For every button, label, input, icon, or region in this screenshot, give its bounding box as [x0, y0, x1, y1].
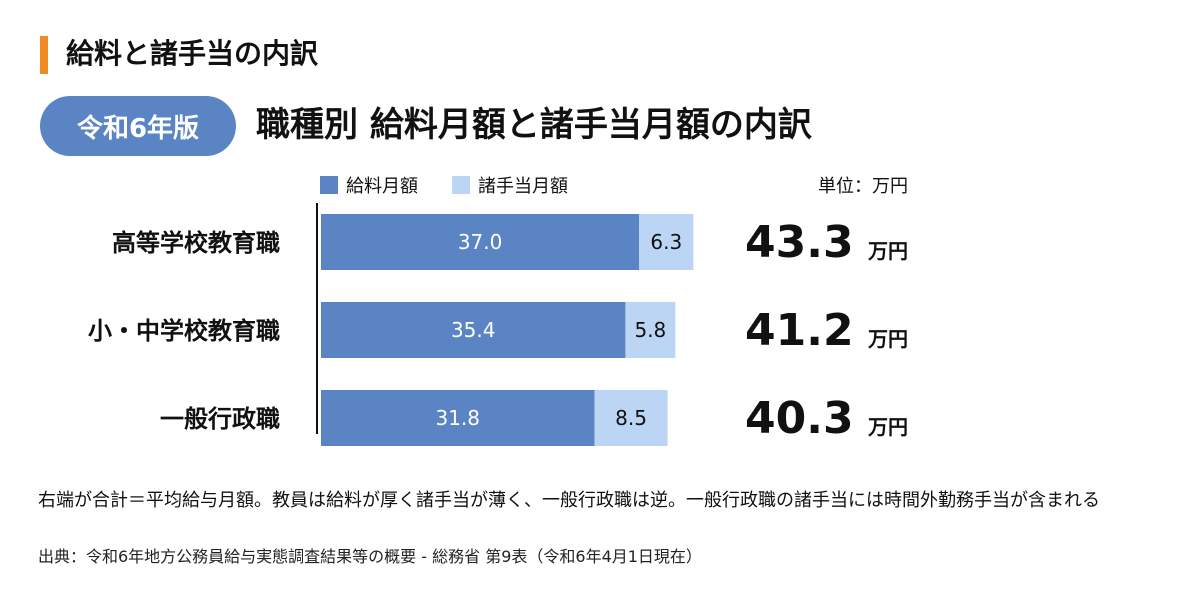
legend-label-salary: 給料月額 [346, 176, 418, 197]
total-value: 40.3 [745, 393, 854, 444]
unit-label: 単位：万円 [818, 176, 908, 197]
chart-title: 職種別 給料月額と諸手当月額の内訳 [256, 105, 812, 145]
data-label-salary: 37.0 [458, 230, 503, 254]
bar-allowance [625, 302, 676, 358]
section-accent-bar [40, 36, 48, 74]
category-label: 小・中学校教育職 [88, 317, 280, 345]
bar-salary [321, 214, 640, 270]
footnote: 右端が合計＝平均給与月額。教員は給料が厚く諸手当が薄く、一般行政職は逆。一般行政… [38, 490, 1100, 511]
edition-badge: 令和6年版 [40, 96, 236, 156]
data-label-allowance: 6.3 [650, 230, 682, 254]
total-unit: 万円 [867, 239, 908, 263]
section-title: 給料と諸手当の内訳 [66, 37, 319, 70]
category-label: 一般行政職 [160, 405, 280, 433]
bar-salary [321, 390, 595, 446]
legend-swatch-salary [320, 176, 338, 194]
legend-item-allowance: 諸手当月額 [452, 172, 568, 198]
legend-item-salary: 給料月額 [320, 172, 418, 198]
total-unit: 万円 [867, 327, 908, 351]
source-citation: 出典：令和6年地方公務員給与実態調査結果等の概要 - 総務省 第9表（令和6年4… [38, 547, 702, 566]
legend-swatch-allowance [452, 176, 470, 194]
legend-label-allowance: 諸手当月額 [478, 176, 568, 197]
data-label-salary: 31.8 [435, 406, 480, 430]
data-label-allowance: 5.8 [634, 318, 666, 342]
bar-allowance [639, 214, 694, 270]
data-label-salary: 35.4 [451, 318, 496, 342]
bar-salary [321, 302, 626, 358]
total-unit: 万円 [867, 415, 908, 439]
total-value: 41.2 [745, 305, 854, 356]
bar-allowance [594, 390, 668, 446]
chart-legend: 給料月額 諸手当月額 [320, 172, 602, 198]
total-value: 43.3 [745, 217, 854, 268]
data-label-allowance: 8.5 [615, 406, 647, 430]
category-label: 高等学校教育職 [112, 229, 280, 257]
